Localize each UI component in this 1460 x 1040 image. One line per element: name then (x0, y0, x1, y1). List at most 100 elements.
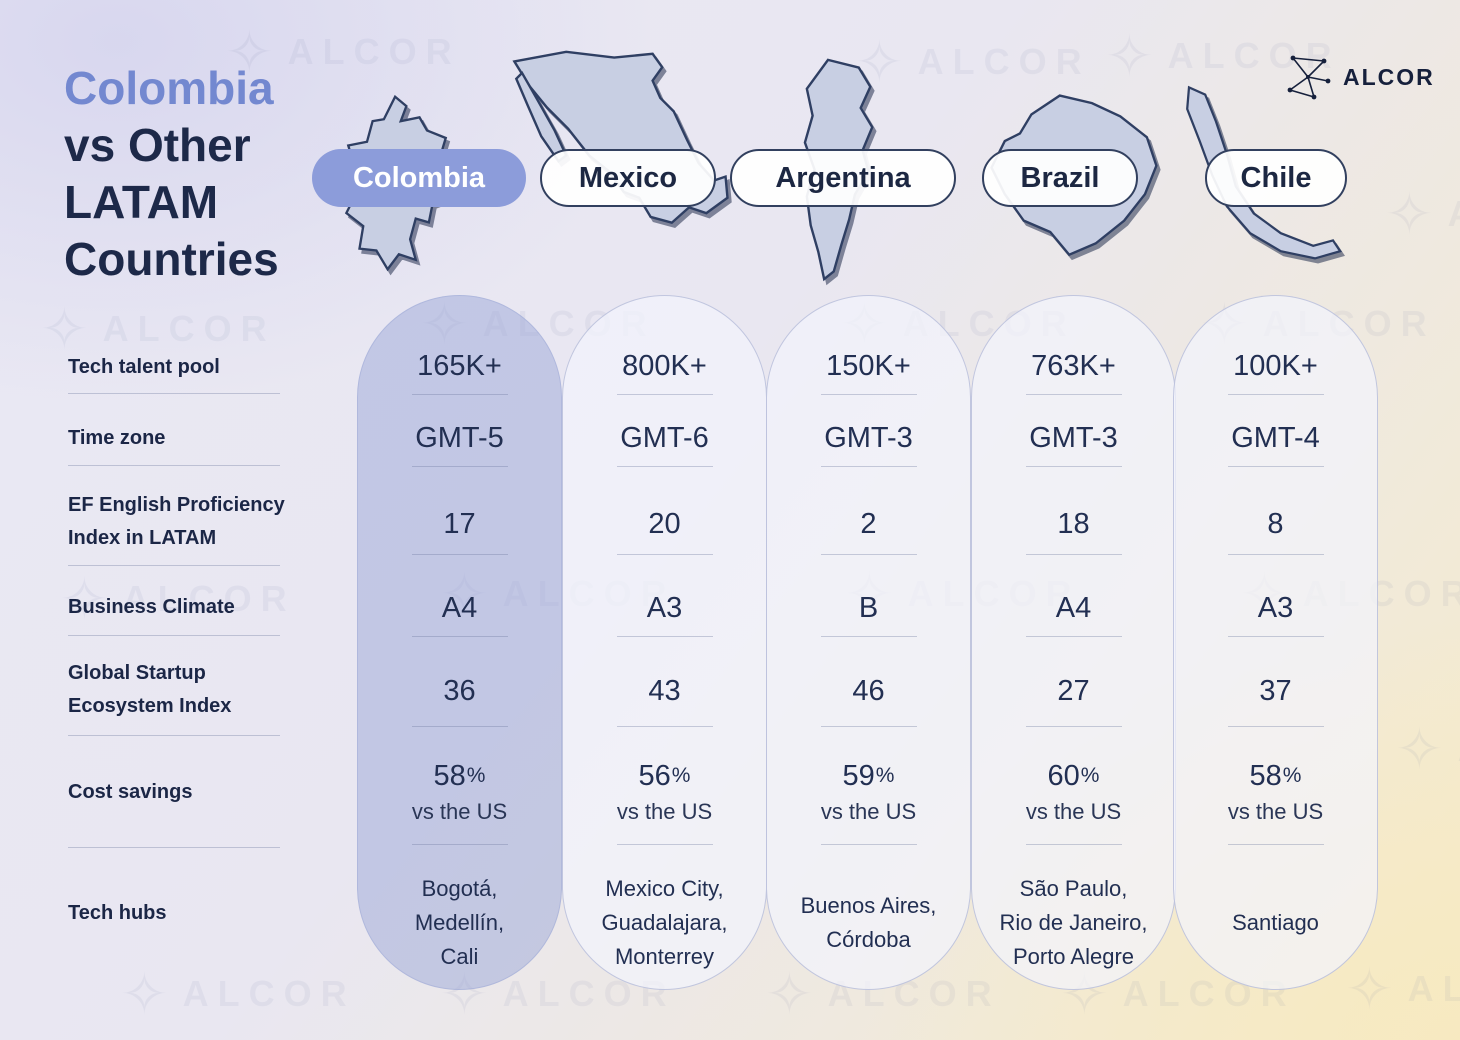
watermark-text: ALCOR (102, 308, 276, 349)
value-cost-savings: 59% (842, 759, 895, 792)
value-ef-index: 20 (648, 507, 681, 540)
percent-sign: % (466, 764, 486, 787)
divider (820, 554, 917, 555)
title-line-4: Countries (64, 233, 279, 285)
tech-hub: Buenos Aires, (800, 893, 937, 918)
value-ef-index: 18 (1057, 507, 1090, 540)
value-cost-vs-us: vs the US (411, 799, 508, 824)
value-startup-index: 36 (443, 674, 476, 707)
value-time-zone: GMT-6 (620, 421, 709, 454)
watermark: ✧ ALCOR (120, 960, 356, 1028)
tech-hub: Rio de Janeiro, (999, 910, 1148, 935)
country-pill-brazil: Brazil (982, 149, 1138, 207)
column-brazil: 763K+ GMT-3 18 A4 27 60% vs the US São P… (971, 295, 1176, 990)
value-time-zone: GMT-4 (1231, 421, 1320, 454)
watermark-text: ALCOR (1407, 968, 1460, 1009)
value-cost-vs-us: vs the US (1227, 799, 1324, 824)
tech-hubs-list: São Paulo, Rio de Janeiro, Porto Alegre (976, 859, 1171, 987)
alcor-star-icon: ✧ (1395, 717, 1444, 782)
title-line-2: vs Other (64, 119, 251, 171)
divider (411, 636, 508, 637)
value-time-zone: GMT-5 (415, 421, 504, 454)
tech-hubs-list: Mexico City, Guadalajara, Monterrey (567, 859, 762, 987)
divider (68, 465, 280, 466)
watermark-text: ALCOR (287, 31, 461, 72)
divider (68, 565, 280, 566)
row-label-cost-savings: Cost savings (68, 780, 193, 803)
value-time-zone: GMT-3 (1029, 421, 1118, 454)
tech-hubs-list: Bogotá, Medellín, Cali (362, 859, 557, 987)
alcor-star-icon: ✧ (1385, 182, 1434, 247)
divider (1025, 394, 1122, 395)
divider (616, 636, 713, 637)
row-label-tech-hubs: Tech hubs (68, 901, 167, 924)
row-label-startup-line1: Global Startup (68, 662, 206, 684)
value-startup-index: 46 (852, 674, 885, 707)
value-tech-talent: 150K+ (826, 349, 911, 382)
tech-hub: Santiago (1232, 910, 1319, 935)
row-label-ef-line2: Index in LATAM (68, 527, 217, 549)
value-business-climate: A4 (1055, 591, 1092, 624)
divider (820, 394, 917, 395)
tech-hub: Porto Alegre (1012, 944, 1135, 969)
value-business-climate: A4 (441, 591, 478, 624)
value-startup-index: 43 (648, 674, 681, 707)
value-cost-savings: 58% (433, 759, 486, 792)
divider (616, 466, 713, 467)
divider (1025, 844, 1122, 845)
divider (616, 554, 713, 555)
tech-hub: Medellín, (414, 910, 505, 935)
alcor-star-icon: ✧ (120, 962, 169, 1027)
percent-sign: % (1282, 764, 1302, 787)
row-label-tech-talent-pool: Tech talent pool (68, 355, 220, 378)
value-ef-index: 2 (860, 507, 877, 540)
row-label-ef-line1: EF English Proficiency (68, 494, 285, 516)
watermark: ✧ALCOR (1385, 180, 1460, 248)
row-label-time-zone: Time zone (68, 426, 166, 449)
country-pill-colombia: Colombia (312, 149, 526, 207)
value-time-zone: GMT-3 (824, 421, 913, 454)
divider (1025, 466, 1122, 467)
alcor-logo-text: ALCOR (1343, 63, 1435, 90)
page-title: Colombia vs Other LATAM Countries (64, 60, 279, 288)
value-startup-index: 37 (1259, 674, 1292, 707)
divider (411, 394, 508, 395)
divider (820, 726, 917, 727)
row-label-startup-line2: Ecosystem Index (68, 695, 232, 717)
tech-hubs-list: Buenos Aires, Córdoba (771, 859, 966, 987)
watermark-text: ALCOR (182, 973, 356, 1014)
tech-hub: Bogotá, (421, 876, 498, 901)
value-startup-index: 27 (1057, 674, 1090, 707)
column-mexico: 800K+ GMT-6 20 A3 43 56% vs the US Mexic… (562, 295, 767, 990)
divider (68, 393, 280, 394)
value-business-climate: B (858, 591, 879, 624)
divider (1227, 726, 1324, 727)
divider (1227, 466, 1324, 467)
divider (1227, 636, 1324, 637)
value-cost-savings: 58% (1249, 759, 1302, 792)
divider (820, 466, 917, 467)
divider (411, 844, 508, 845)
percent-sign: % (875, 764, 895, 787)
value-tech-talent: 165K+ (417, 349, 502, 382)
country-pill-mexico: Mexico (540, 149, 716, 207)
value-cost-savings: 56% (638, 759, 691, 792)
divider (68, 735, 280, 736)
value-cost-vs-us: vs the US (616, 799, 713, 824)
value-tech-talent: 763K+ (1031, 349, 1116, 382)
divider (1227, 394, 1324, 395)
alcor-logo-icon (1287, 55, 1331, 100)
row-label-startup-index: Global Startup Ecosystem Index (68, 657, 348, 723)
tech-hubs-list: Santiago (1178, 859, 1373, 987)
tech-hub: Monterrey (614, 944, 715, 969)
value-cost-vs-us: vs the US (1025, 799, 1122, 824)
watermark: ✧ALCOR (1395, 715, 1460, 783)
tech-hub: São Paulo, (1019, 876, 1128, 901)
divider (68, 847, 280, 848)
row-label-business-climate: Business Climate (68, 595, 235, 618)
divider (411, 466, 508, 467)
divider (411, 726, 508, 727)
country-pill-argentina: Argentina (730, 149, 956, 207)
divider (1227, 554, 1324, 555)
